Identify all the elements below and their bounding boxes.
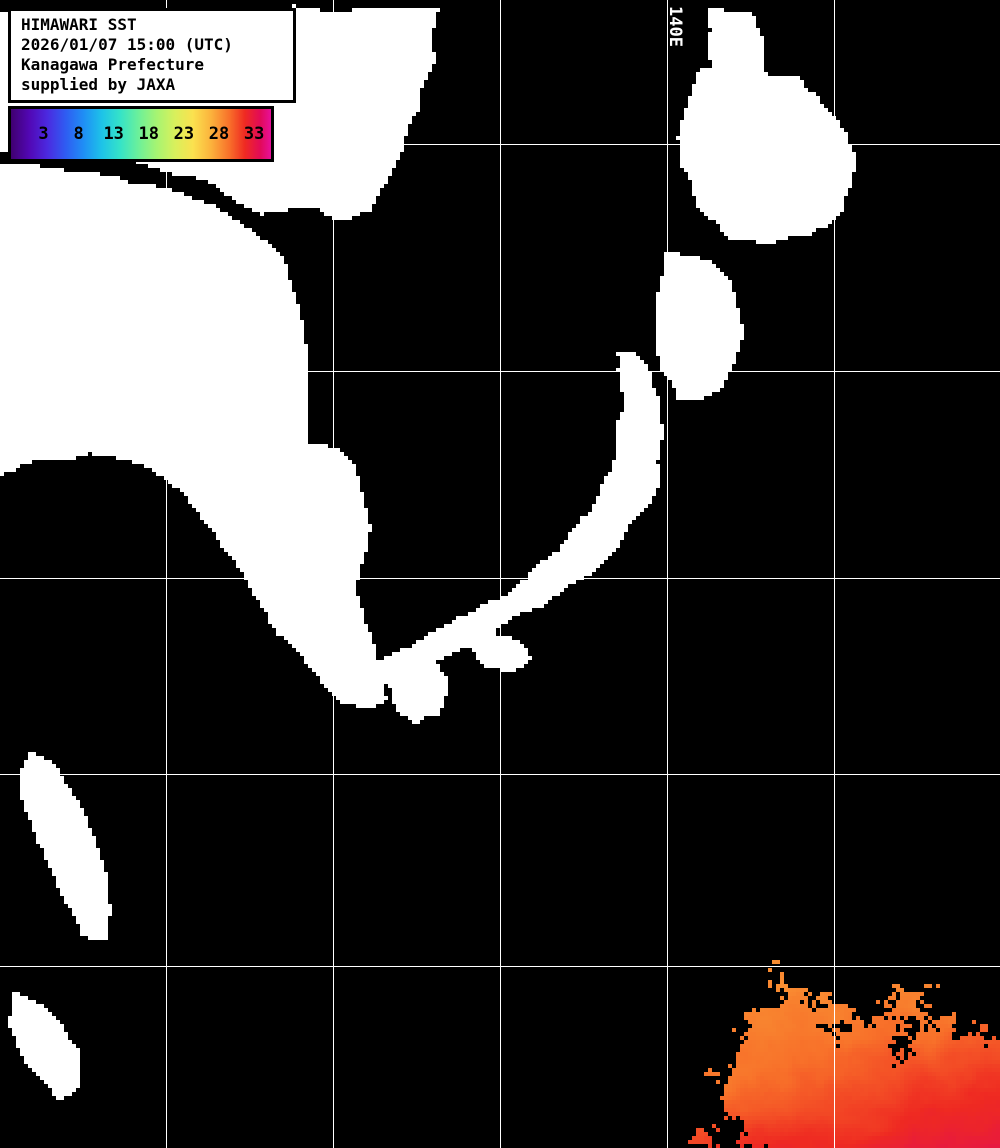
colorbar-tick-13: 13 xyxy=(103,124,124,144)
colorbar-gradient xyxy=(11,109,271,159)
sst-colorbar: 3 8 13 18 23 28 33 xyxy=(8,106,274,162)
colorbar-tick-18: 18 xyxy=(138,124,160,144)
colorbar-tick-labels: 3 8 13 18 23 28 33 xyxy=(11,109,271,159)
colorbar-tick-8: 8 xyxy=(73,124,84,144)
graticule-label-140e: 140E xyxy=(665,6,685,47)
colorbar-tick-28: 28 xyxy=(208,124,230,144)
info-line-credit: supplied by JAXA xyxy=(21,75,176,94)
info-line-region: Kanagawa Prefecture xyxy=(21,55,205,74)
colorbar-tick-23: 23 xyxy=(173,124,195,144)
info-line-datetime: 2026/01/07 15:00 (UTC) xyxy=(21,35,233,54)
info-line-product: HIMAWARI SST xyxy=(21,15,137,34)
graticule-label-40n: 40N xyxy=(0,352,25,372)
colorbar-tick-3: 3 xyxy=(38,124,49,144)
info-box: HIMAWARI SST 2026/01/07 15:00 (UTC) Kana… xyxy=(8,8,296,103)
colorbar-tick-33: 33 xyxy=(243,124,265,144)
